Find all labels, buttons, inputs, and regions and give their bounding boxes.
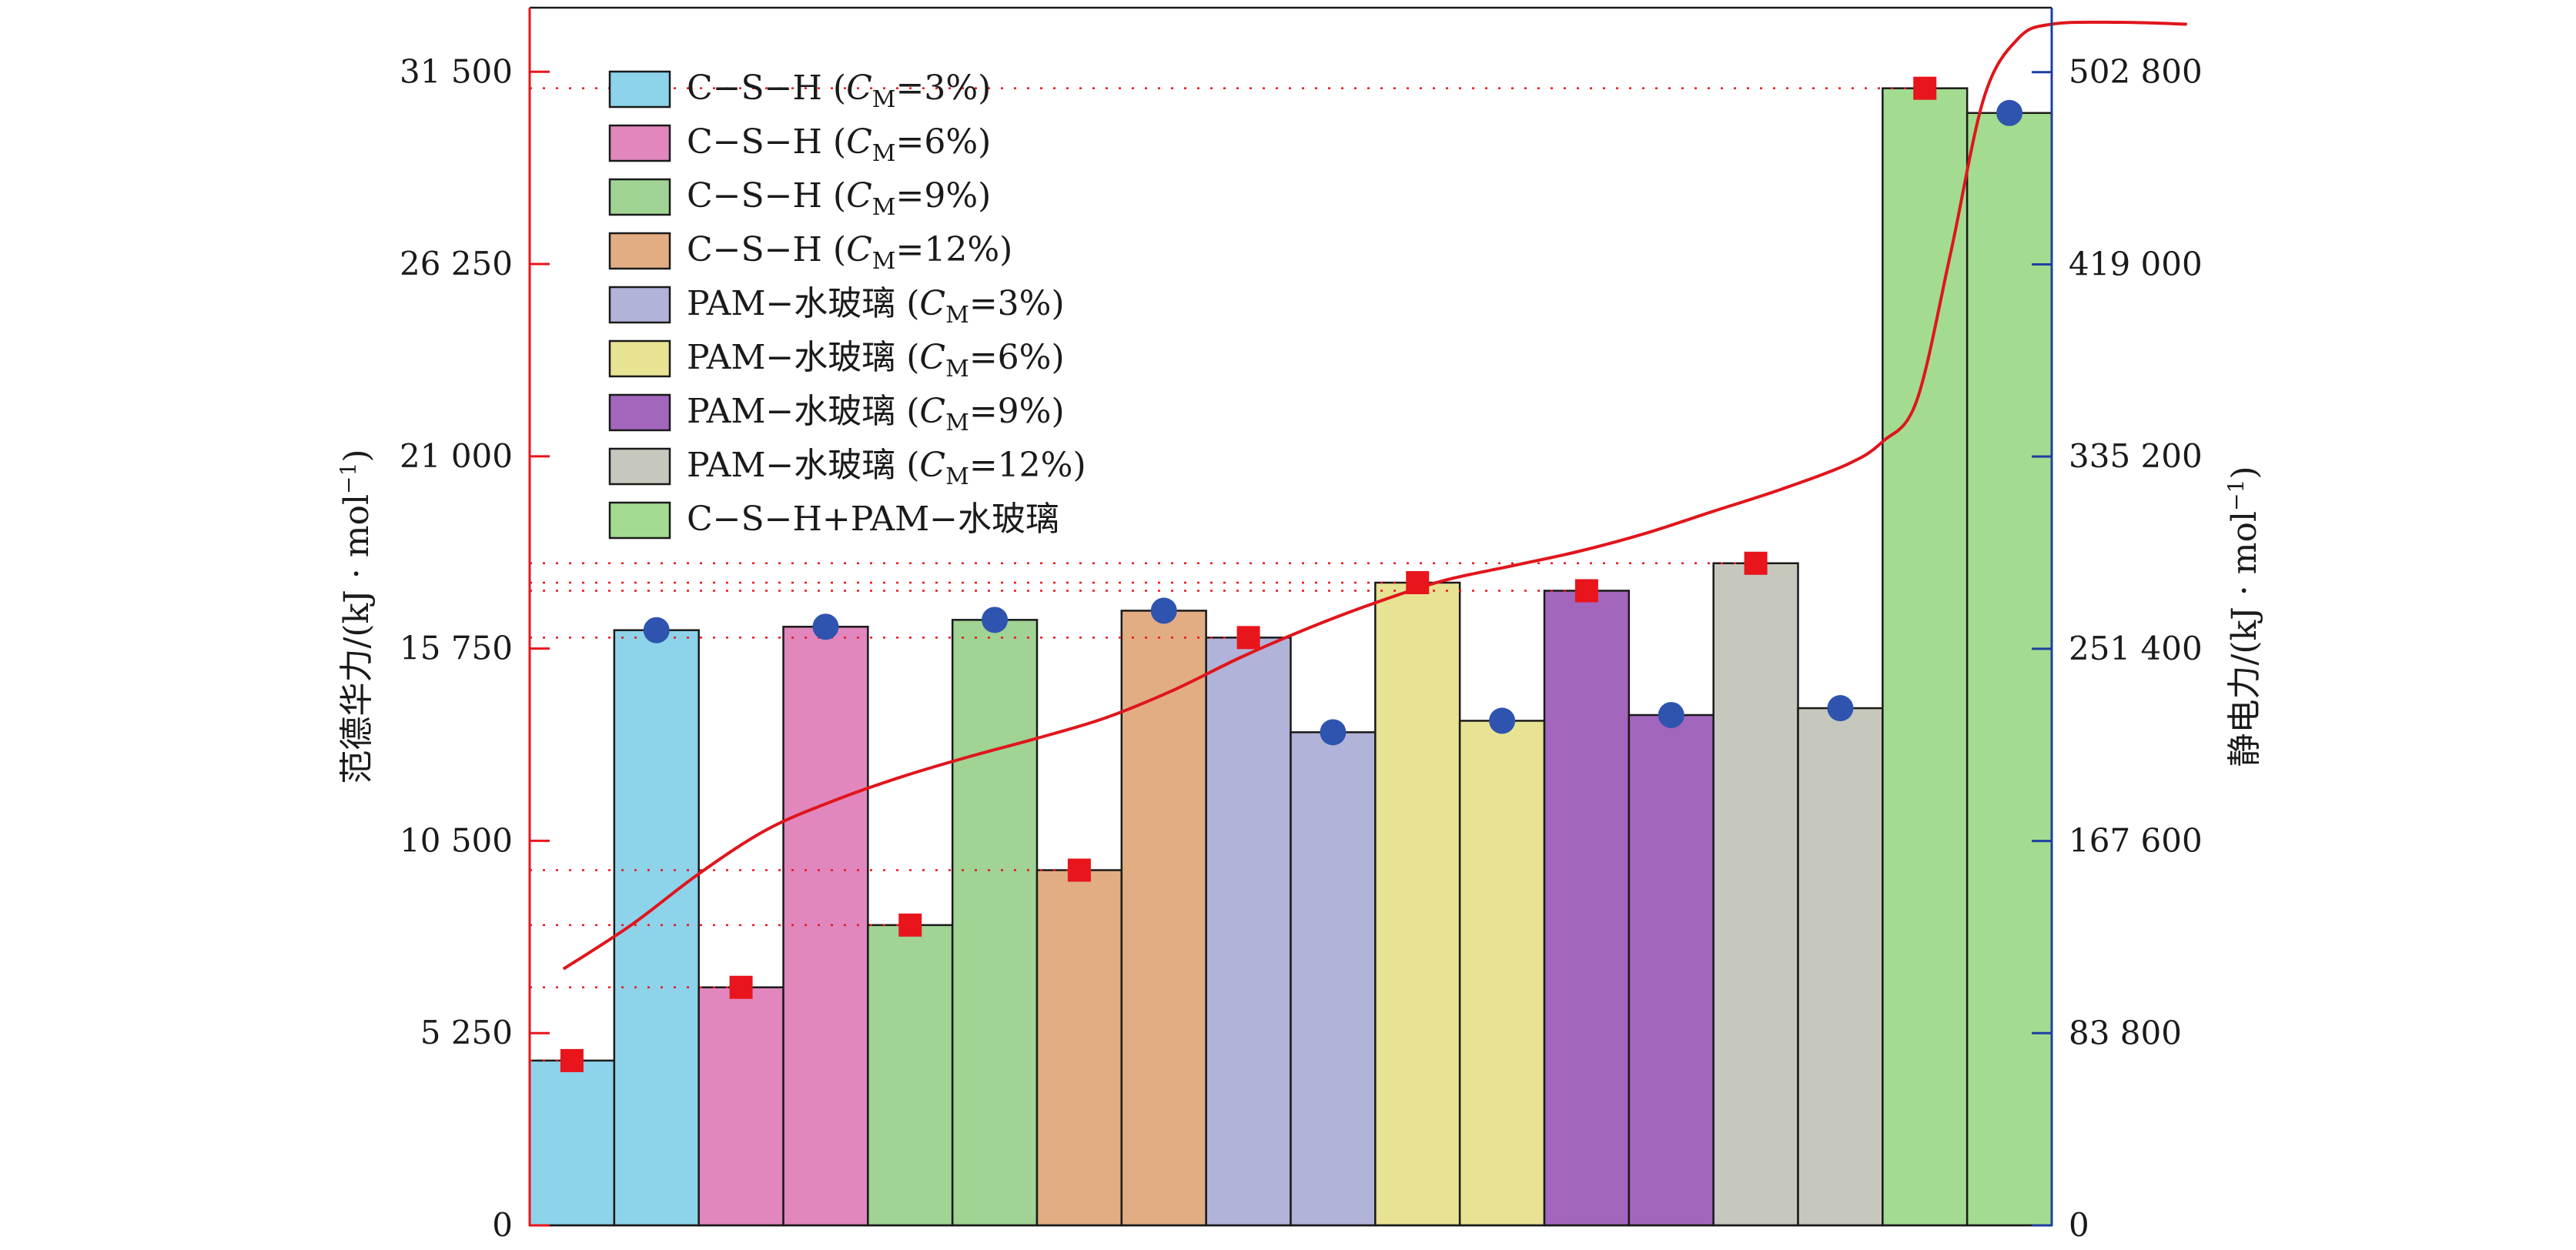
electrostatic-bar-4 [1120,610,1207,1227]
electrostatic-marker-3 [982,607,1009,633]
electrostatic-bar-5 [1290,731,1377,1227]
vdw-marker-2 [729,975,753,999]
vdw-bar-9 [1882,87,1969,1227]
vdw-marker-7 [1574,579,1598,603]
legend-swatch-5 [608,286,671,324]
legend-swatch-4 [608,232,671,270]
legend-swatch-7 [608,393,671,432]
legend-swatch-3 [608,178,671,216]
vdw-bar-5 [1205,637,1292,1227]
vdw-bar-3 [867,924,954,1227]
electrostatic-marker-6 [1489,707,1516,734]
left-tick-label-5: 26 250 [400,245,513,282]
vdw-marker-6 [1406,570,1430,594]
right-tick-label-2: 167 600 [2069,822,2203,860]
electrostatic-bar-3 [951,619,1039,1227]
electrostatic-bar-8 [1797,707,1884,1227]
legend-label-6: PAM−水玻璃 (CM=6%) [687,338,1065,383]
legend: C−S−H (CM=3%) C−S−H (CM=6%) C−S−H (CM=9%) C… [608,69,1086,540]
electrostatic-bar-9 [1965,112,2053,1227]
legend-swatch-2 [608,124,671,162]
vdw-bar-1 [528,1059,616,1227]
electrostatic-bar-7 [1628,714,1715,1227]
legend-label-7: PAM−水玻璃 (CM=9%) [687,392,1065,436]
vdw-bar-2 [698,986,785,1227]
left-tick-label-3: 15 750 [400,630,513,667]
vdw-bar-8 [1712,562,1799,1227]
electrostatic-marker-8 [1827,695,1854,722]
right-tick-label-0: 0 [2069,1206,2089,1244]
electrostatic-marker-7 [1658,701,1684,728]
vdw-bar-4 [1035,869,1123,1227]
right-tick-label-3: 251 400 [2069,630,2203,667]
electrostatic-marker-9 [1996,99,2023,126]
left-tick-label-6: 31 500 [400,52,513,90]
legend-swatch-9 [608,501,671,540]
right-tick-label-6: 502 800 [2069,53,2203,91]
left-axis-title: 范德华力/(kJ · mol−1) [336,450,376,784]
trend-curve [562,20,2187,971]
electrostatic-marker-1 [643,617,670,643]
vdw-marker-3 [898,913,922,937]
legend-label-3: C−S−H (CM=9%) [687,176,991,221]
legend-label-4: C−S−H (CM=12%) [687,230,1012,275]
vdw-marker-1 [560,1048,584,1072]
right-tick-label-5: 419 000 [2069,245,2203,282]
vdw-bar-6 [1374,581,1461,1227]
legend-swatch-8 [608,447,671,486]
right-tick-label-1: 83 800 [2069,1014,2182,1051]
markers-layer [560,76,2023,1072]
legend-label-9: C−S−H+PAM−水玻璃 [687,500,1059,539]
left-tick-label-4: 21 000 [400,437,513,475]
vdw-bar-7 [1543,590,1631,1227]
vdw-marker-9 [1913,76,1937,100]
bars-layer [528,87,2053,1227]
legend-swatch-6 [608,339,671,378]
axes-layer: 0 5 250 10 500 15 750 21 000 26 250 31 500 0 83 … [336,6,2264,1244]
right-tick-label-4: 335 200 [2069,437,2203,475]
left-tick-label-1: 5 250 [420,1014,513,1051]
left-tick-label-0: 0 [492,1206,513,1244]
legend-label-8: PAM−水玻璃 (CM=12%) [687,446,1086,490]
electrostatic-bar-6 [1458,720,1546,1227]
vdw-marker-4 [1067,858,1091,882]
right-axis-title: 静电力/(kJ · mol−1) [2223,466,2264,767]
legend-label-1: C−S−H (CM=3%) [687,69,991,113]
electrostatic-marker-4 [1150,597,1177,624]
electrostatic-bar-2 [782,626,869,1227]
legend-swatch-1 [608,70,671,109]
trend-line-layer [562,20,2187,971]
vdw-marker-5 [1236,626,1260,650]
legend-label-2: C−S−H (CM=6%) [687,122,991,167]
electrostatic-marker-5 [1320,719,1347,746]
legend-label-5: PAM−水玻璃 (CM=3%) [687,284,1065,329]
electrostatic-marker-2 [812,613,839,640]
left-tick-label-2: 10 500 [400,821,513,859]
vdw-marker-8 [1744,551,1768,575]
